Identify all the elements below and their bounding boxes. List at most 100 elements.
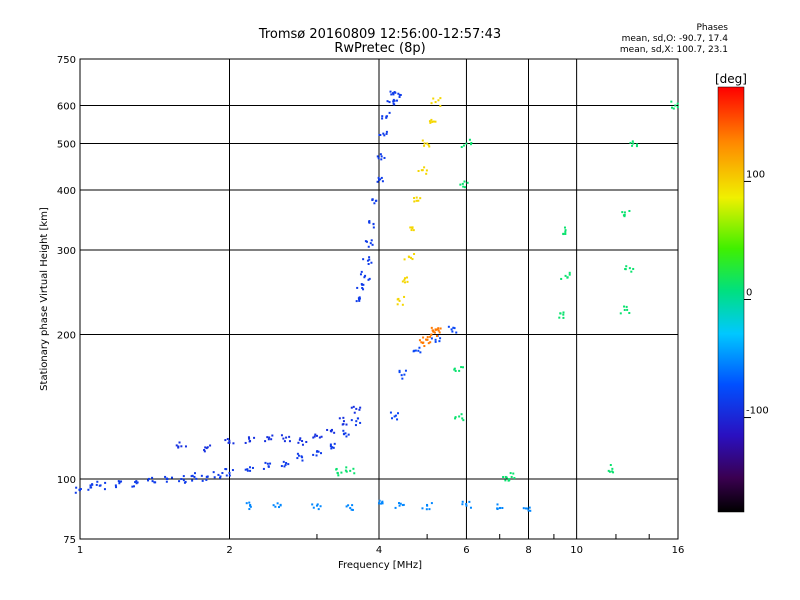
trace-echo-point bbox=[460, 146, 463, 149]
trace-echo-point bbox=[371, 199, 374, 202]
trace-echo-point bbox=[397, 412, 400, 415]
trace-echo-point bbox=[464, 186, 467, 189]
trace-echo-point bbox=[564, 232, 567, 235]
trace-echo-point bbox=[311, 503, 314, 506]
trace-echo-point bbox=[135, 480, 138, 483]
trace-echo-point bbox=[118, 480, 121, 483]
trace-echo-point bbox=[453, 368, 456, 371]
y-tick-label: 750 bbox=[57, 55, 76, 66]
trace-echo-point bbox=[201, 479, 204, 482]
trace-echo-point bbox=[342, 429, 345, 432]
trace-echo-point bbox=[264, 461, 267, 464]
trace-echo-point bbox=[509, 472, 512, 475]
trace-echo-point bbox=[351, 504, 354, 507]
trace-echo-point bbox=[320, 452, 323, 455]
trace-echo-point bbox=[103, 488, 106, 491]
data-point bbox=[383, 134, 386, 137]
trace-echo-point bbox=[330, 430, 333, 433]
trace-echo-point bbox=[462, 144, 465, 147]
y-tick-label: 200 bbox=[57, 331, 76, 342]
trace-echo-point bbox=[153, 481, 156, 484]
trace-echo-point bbox=[355, 300, 358, 303]
trace-echo-point bbox=[319, 505, 322, 508]
trace-echo-point bbox=[225, 474, 228, 477]
trace-echo-point bbox=[345, 466, 348, 469]
trace-echo-point bbox=[316, 450, 319, 453]
trace-echo-point bbox=[562, 316, 565, 319]
trace-echo-point bbox=[280, 465, 283, 468]
trace-echo-point bbox=[326, 428, 329, 431]
data-point bbox=[426, 142, 429, 145]
trace-echo-point bbox=[316, 503, 319, 506]
trace-echo-point bbox=[623, 211, 626, 214]
trace-echo-point bbox=[414, 349, 417, 352]
trace-echo-point bbox=[418, 339, 421, 342]
data-point bbox=[364, 274, 367, 277]
trace-echo-point bbox=[420, 169, 423, 172]
trace-echo-point bbox=[566, 276, 569, 279]
trace-echo-point bbox=[431, 329, 434, 332]
trace-echo-point bbox=[251, 466, 254, 469]
trace-echo-point bbox=[317, 450, 320, 453]
trace-echo-point bbox=[432, 330, 435, 333]
trace-echo-point bbox=[469, 143, 472, 146]
trace-echo-point bbox=[279, 503, 282, 506]
trace-echo-point bbox=[465, 503, 468, 506]
trace-echo-point bbox=[331, 446, 334, 449]
data-point bbox=[180, 445, 183, 448]
trace-echo-point bbox=[401, 504, 404, 507]
colorbar-ticks: 100 0 -100 bbox=[744, 169, 769, 419]
trace-echo-point bbox=[314, 433, 317, 436]
chart-title: Tromsø 20160809 12:56:00-12:57:43 bbox=[258, 27, 502, 42]
trace-echo-point bbox=[296, 457, 299, 460]
trace-echo-point bbox=[454, 417, 457, 420]
trace-echo-point bbox=[409, 226, 412, 229]
trace-echo-point bbox=[625, 265, 628, 268]
trace-echo-point bbox=[357, 297, 360, 300]
data-point bbox=[135, 482, 138, 485]
trace-echo-point bbox=[345, 435, 348, 438]
trace-echo-point bbox=[453, 327, 456, 330]
trace-echo-point bbox=[468, 500, 471, 503]
trace-echo-point bbox=[91, 483, 94, 486]
trace-echo-point bbox=[388, 111, 391, 114]
trace-echo-point bbox=[568, 273, 571, 276]
trace-echo-point bbox=[95, 483, 98, 486]
trace-echo-point bbox=[452, 326, 455, 329]
x-axis-label: Frequency [MHz] bbox=[338, 560, 422, 571]
trace-echo-point bbox=[411, 258, 414, 261]
trace-echo-point bbox=[320, 435, 323, 438]
trace-echo-point bbox=[353, 411, 356, 414]
trace-echo-point bbox=[429, 341, 432, 344]
trace-echo-point bbox=[131, 485, 134, 488]
trace-echo-point bbox=[195, 477, 198, 480]
trace-echo-point bbox=[429, 335, 432, 338]
trace-echo-point bbox=[426, 338, 429, 341]
trace-echo-point bbox=[245, 502, 248, 505]
trace-echo-point bbox=[367, 263, 370, 266]
data-point bbox=[369, 242, 372, 245]
trace-echo-point bbox=[104, 481, 107, 484]
trace-echo-point bbox=[430, 502, 433, 505]
trace-echo-point bbox=[524, 507, 527, 510]
trace-echo-point bbox=[564, 230, 567, 233]
trace-echo-point bbox=[350, 406, 353, 409]
trace-echo-point bbox=[272, 504, 275, 507]
trace-echo-point bbox=[460, 413, 463, 416]
data-point bbox=[450, 328, 453, 331]
data-point bbox=[562, 313, 565, 316]
trace-echo-point bbox=[96, 480, 99, 483]
trace-echo-point bbox=[383, 156, 386, 159]
trace-echo-point bbox=[426, 503, 429, 506]
data-point bbox=[458, 369, 461, 372]
trace-echo-point bbox=[274, 505, 277, 508]
phase-mean-o: mean, sd,O: -90.7, 17.4 bbox=[621, 34, 728, 44]
trace-echo-point bbox=[368, 258, 371, 261]
trace-echo-point bbox=[428, 145, 431, 148]
trace-echo-point bbox=[436, 328, 439, 331]
trace-echo-point bbox=[178, 480, 181, 483]
trace-echo-point bbox=[507, 478, 510, 481]
trace-echo-point bbox=[359, 273, 362, 276]
data-point bbox=[434, 101, 437, 104]
data-point bbox=[285, 436, 288, 439]
